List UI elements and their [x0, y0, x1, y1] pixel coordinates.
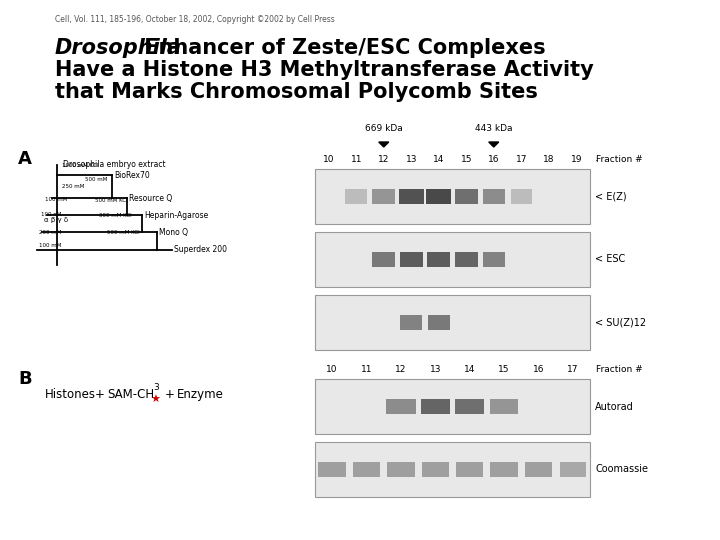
- Text: 11: 11: [351, 155, 362, 164]
- Text: SAM-CH: SAM-CH: [107, 388, 154, 401]
- Bar: [315, 295, 590, 350]
- Bar: [426, 189, 451, 204]
- Bar: [315, 379, 590, 434]
- Text: Coomassie: Coomassie: [595, 464, 648, 475]
- Text: 11: 11: [361, 365, 372, 374]
- Text: 17: 17: [516, 155, 527, 164]
- Bar: [315, 442, 590, 497]
- Text: ·: ·: [595, 156, 598, 166]
- Text: < ESC: < ESC: [595, 254, 625, 265]
- Text: 3: 3: [153, 383, 158, 392]
- Text: Mono Q: Mono Q: [159, 227, 188, 237]
- Bar: [372, 189, 395, 204]
- Bar: [560, 462, 585, 477]
- Bar: [482, 189, 505, 204]
- Text: that Marks Chromosomal Polycomb Sites: that Marks Chromosomal Polycomb Sites: [55, 82, 538, 102]
- Text: 15: 15: [461, 155, 472, 164]
- Text: < E(Z): < E(Z): [595, 192, 626, 201]
- Text: 19: 19: [570, 155, 582, 164]
- Text: Drosophila embryo extract: Drosophila embryo extract: [63, 160, 166, 169]
- Text: B: B: [18, 370, 32, 388]
- Bar: [422, 462, 449, 477]
- Bar: [456, 462, 483, 477]
- Text: 16: 16: [533, 365, 544, 374]
- Text: Drosophila: Drosophila: [55, 38, 182, 58]
- Text: 100 mM: 100 mM: [45, 197, 68, 202]
- Text: 13: 13: [405, 155, 417, 164]
- Bar: [428, 315, 450, 330]
- Text: ★: ★: [150, 395, 160, 405]
- Text: 500 mM KCl: 500 mM KCl: [95, 198, 127, 203]
- Text: 100 nM: 100 nM: [41, 212, 61, 217]
- Text: 200 mM: 200 mM: [39, 230, 61, 235]
- Text: 18: 18: [543, 155, 554, 164]
- Text: 10: 10: [323, 155, 335, 164]
- Text: 500 mM: 500 mM: [85, 177, 107, 182]
- Text: 669 kDa: 669 kDa: [365, 124, 402, 133]
- Text: Cell, Vol. 111, 185-196, October 18, 2002, Copyright ©2002 by Cell Press: Cell, Vol. 111, 185-196, October 18, 200…: [55, 15, 335, 24]
- Text: BioRex70: BioRex70: [114, 171, 150, 179]
- Text: 16: 16: [488, 155, 500, 164]
- Text: 10: 10: [326, 365, 338, 374]
- Text: α β γ δ: α β γ δ: [44, 217, 68, 223]
- Text: Enzyme: Enzyme: [177, 388, 224, 401]
- Bar: [400, 315, 422, 330]
- Text: Heparin-Agarose: Heparin-Agarose: [144, 211, 208, 219]
- Text: Fraction #: Fraction #: [596, 365, 643, 374]
- Bar: [427, 252, 451, 267]
- Text: 15: 15: [498, 365, 510, 374]
- Bar: [525, 462, 552, 477]
- Text: Have a Histone H3 Methyltransferase Activity: Have a Histone H3 Methyltransferase Acti…: [55, 60, 594, 80]
- Text: Autorad: Autorad: [595, 402, 634, 411]
- Bar: [399, 189, 423, 204]
- Bar: [455, 399, 485, 414]
- Text: 17: 17: [567, 365, 579, 374]
- Polygon shape: [489, 142, 499, 147]
- Text: 300 mM KCl: 300 mM KCl: [99, 213, 132, 218]
- Text: +: +: [165, 388, 175, 401]
- Bar: [353, 462, 380, 477]
- Bar: [420, 399, 450, 414]
- Text: 13: 13: [430, 365, 441, 374]
- Polygon shape: [379, 142, 389, 147]
- Text: A: A: [18, 150, 32, 168]
- Text: 250 mM: 250 mM: [62, 184, 84, 189]
- Bar: [482, 252, 505, 267]
- Text: Histones: Histones: [45, 388, 96, 401]
- Text: 500 mM KCl: 500 mM KCl: [107, 230, 140, 235]
- Bar: [400, 252, 423, 267]
- Text: Resource Q: Resource Q: [129, 193, 172, 202]
- Bar: [318, 462, 346, 477]
- Bar: [454, 189, 478, 204]
- Bar: [490, 399, 518, 414]
- Bar: [315, 169, 590, 224]
- Text: 443 kDa: 443 kDa: [475, 124, 513, 133]
- Bar: [387, 399, 415, 414]
- Text: 14: 14: [433, 155, 444, 164]
- Text: Fraction #: Fraction #: [596, 155, 643, 164]
- Text: Enhancer of Zeste/ESC Complexes: Enhancer of Zeste/ESC Complexes: [137, 38, 546, 58]
- Text: Superdex 200: Superdex 200: [174, 246, 227, 254]
- Bar: [387, 462, 415, 477]
- Bar: [511, 189, 531, 204]
- Text: 100 mM: 100 mM: [39, 243, 61, 248]
- Text: +: +: [95, 388, 105, 401]
- Text: 12: 12: [395, 365, 407, 374]
- Bar: [372, 252, 395, 267]
- Bar: [490, 462, 518, 477]
- Bar: [315, 232, 590, 287]
- Bar: [454, 252, 478, 267]
- Bar: [346, 189, 367, 204]
- Text: < SU(Z)12: < SU(Z)12: [595, 318, 646, 327]
- Text: 12: 12: [378, 155, 390, 164]
- Text: 1000 mM KCl: 1000 mM KCl: [62, 163, 98, 168]
- Text: 14: 14: [464, 365, 475, 374]
